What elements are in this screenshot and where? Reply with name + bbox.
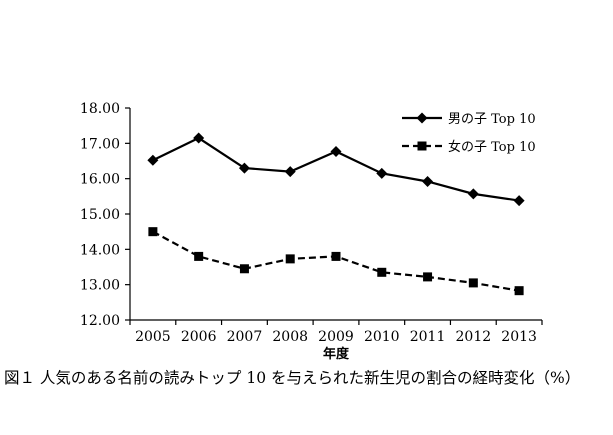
x-tick-label: 2007 bbox=[227, 329, 263, 345]
data-point bbox=[331, 251, 341, 261]
legend-marker bbox=[416, 112, 428, 124]
data-point bbox=[377, 267, 387, 277]
data-point bbox=[148, 227, 158, 237]
x-tick-label: 2011 bbox=[410, 329, 446, 345]
series-line bbox=[152, 230, 520, 292]
figure-caption: 図１ 人気のある名前の読みトップ 10 を与えられた新生児の割合の経時変化（%） bbox=[4, 369, 581, 387]
x-tick-label: 2005 bbox=[135, 329, 171, 345]
x-tick-label: 2013 bbox=[501, 329, 537, 345]
data-point bbox=[376, 167, 388, 179]
data-point bbox=[193, 132, 205, 144]
series-girls bbox=[148, 227, 524, 296]
data-point bbox=[147, 154, 159, 166]
x-tick-label: 2009 bbox=[318, 329, 354, 345]
x-tick-label: 2010 bbox=[364, 329, 400, 345]
y-tick-label: 16.00 bbox=[80, 172, 120, 188]
axes: 12.00 13.00 14.00 15.00 16.00 17.00 18.00 2005 2… bbox=[80, 101, 543, 362]
x-tick-label: 2012 bbox=[456, 329, 492, 345]
legend-label: 女の子 Top 10 bbox=[448, 139, 536, 155]
y-tick-label: 15.00 bbox=[80, 207, 120, 223]
data-point bbox=[468, 278, 478, 288]
legend-marker bbox=[417, 141, 427, 151]
data-point bbox=[285, 254, 295, 264]
data-point bbox=[330, 145, 342, 157]
data-point bbox=[239, 264, 249, 274]
data-point bbox=[194, 251, 204, 261]
x-tick-label: 2008 bbox=[272, 329, 308, 345]
legend: 男の子 Top 10 女の子 Top 10 bbox=[402, 112, 536, 155]
data-point bbox=[513, 195, 525, 207]
data-point bbox=[238, 162, 250, 174]
series-layer bbox=[147, 132, 525, 296]
x-axis-title: 年度 bbox=[323, 346, 350, 362]
series-boys bbox=[147, 132, 525, 207]
y-tick-label: 18.00 bbox=[80, 101, 120, 117]
data-point bbox=[423, 272, 433, 282]
data-point bbox=[467, 188, 479, 200]
y-tick-label: 12.00 bbox=[80, 313, 120, 329]
y-tick-label: 17.00 bbox=[80, 136, 120, 152]
data-point bbox=[422, 175, 434, 187]
x-tick-label: 2006 bbox=[181, 329, 217, 345]
y-tick-label: 14.00 bbox=[80, 242, 120, 258]
y-tick-label: 13.00 bbox=[80, 278, 120, 294]
legend-label: 男の子 Top 10 bbox=[448, 112, 536, 127]
data-point bbox=[284, 166, 296, 178]
data-point bbox=[514, 286, 524, 296]
